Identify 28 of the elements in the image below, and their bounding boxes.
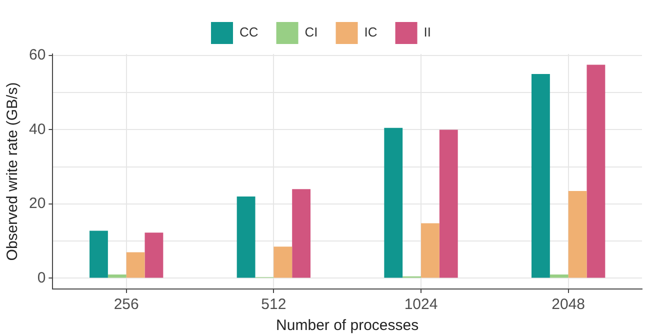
y-tick-label: 40: [28, 120, 46, 138]
bar: [532, 74, 550, 278]
bar: [126, 252, 145, 278]
bar: [421, 223, 440, 278]
bar: [384, 128, 403, 278]
bar: [90, 230, 108, 278]
legend-label: CC: [240, 24, 258, 40]
x-tick-label: 256: [114, 296, 139, 314]
bar: [586, 64, 606, 278]
bar: [274, 246, 292, 278]
bar: [292, 189, 311, 278]
x-tick-label: 512: [261, 296, 286, 314]
bar: [568, 190, 587, 278]
y-tick-label: 20: [28, 195, 46, 212]
bar: [144, 232, 164, 278]
bar: [550, 274, 568, 278]
legend-label: IC: [364, 24, 378, 40]
legend-label: CI: [304, 24, 318, 40]
bar: [439, 130, 458, 278]
y-tick-label: 0: [37, 269, 46, 286]
legend-label: II: [424, 24, 432, 40]
x-tick-label: 2048: [552, 296, 586, 314]
bar: [236, 196, 256, 278]
bar: [108, 274, 126, 278]
x-axis-title: Number of processes: [276, 317, 419, 334]
y-axis-title: Observed write rate (GB/s): [4, 82, 22, 261]
y-tick-label: 60: [28, 46, 46, 64]
x-tick-label: 1024: [404, 296, 438, 314]
